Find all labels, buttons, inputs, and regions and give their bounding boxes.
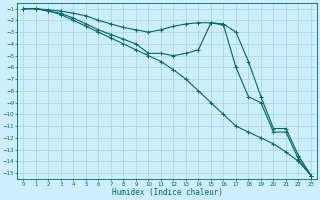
X-axis label: Humidex (Indice chaleur): Humidex (Indice chaleur) xyxy=(112,188,223,197)
